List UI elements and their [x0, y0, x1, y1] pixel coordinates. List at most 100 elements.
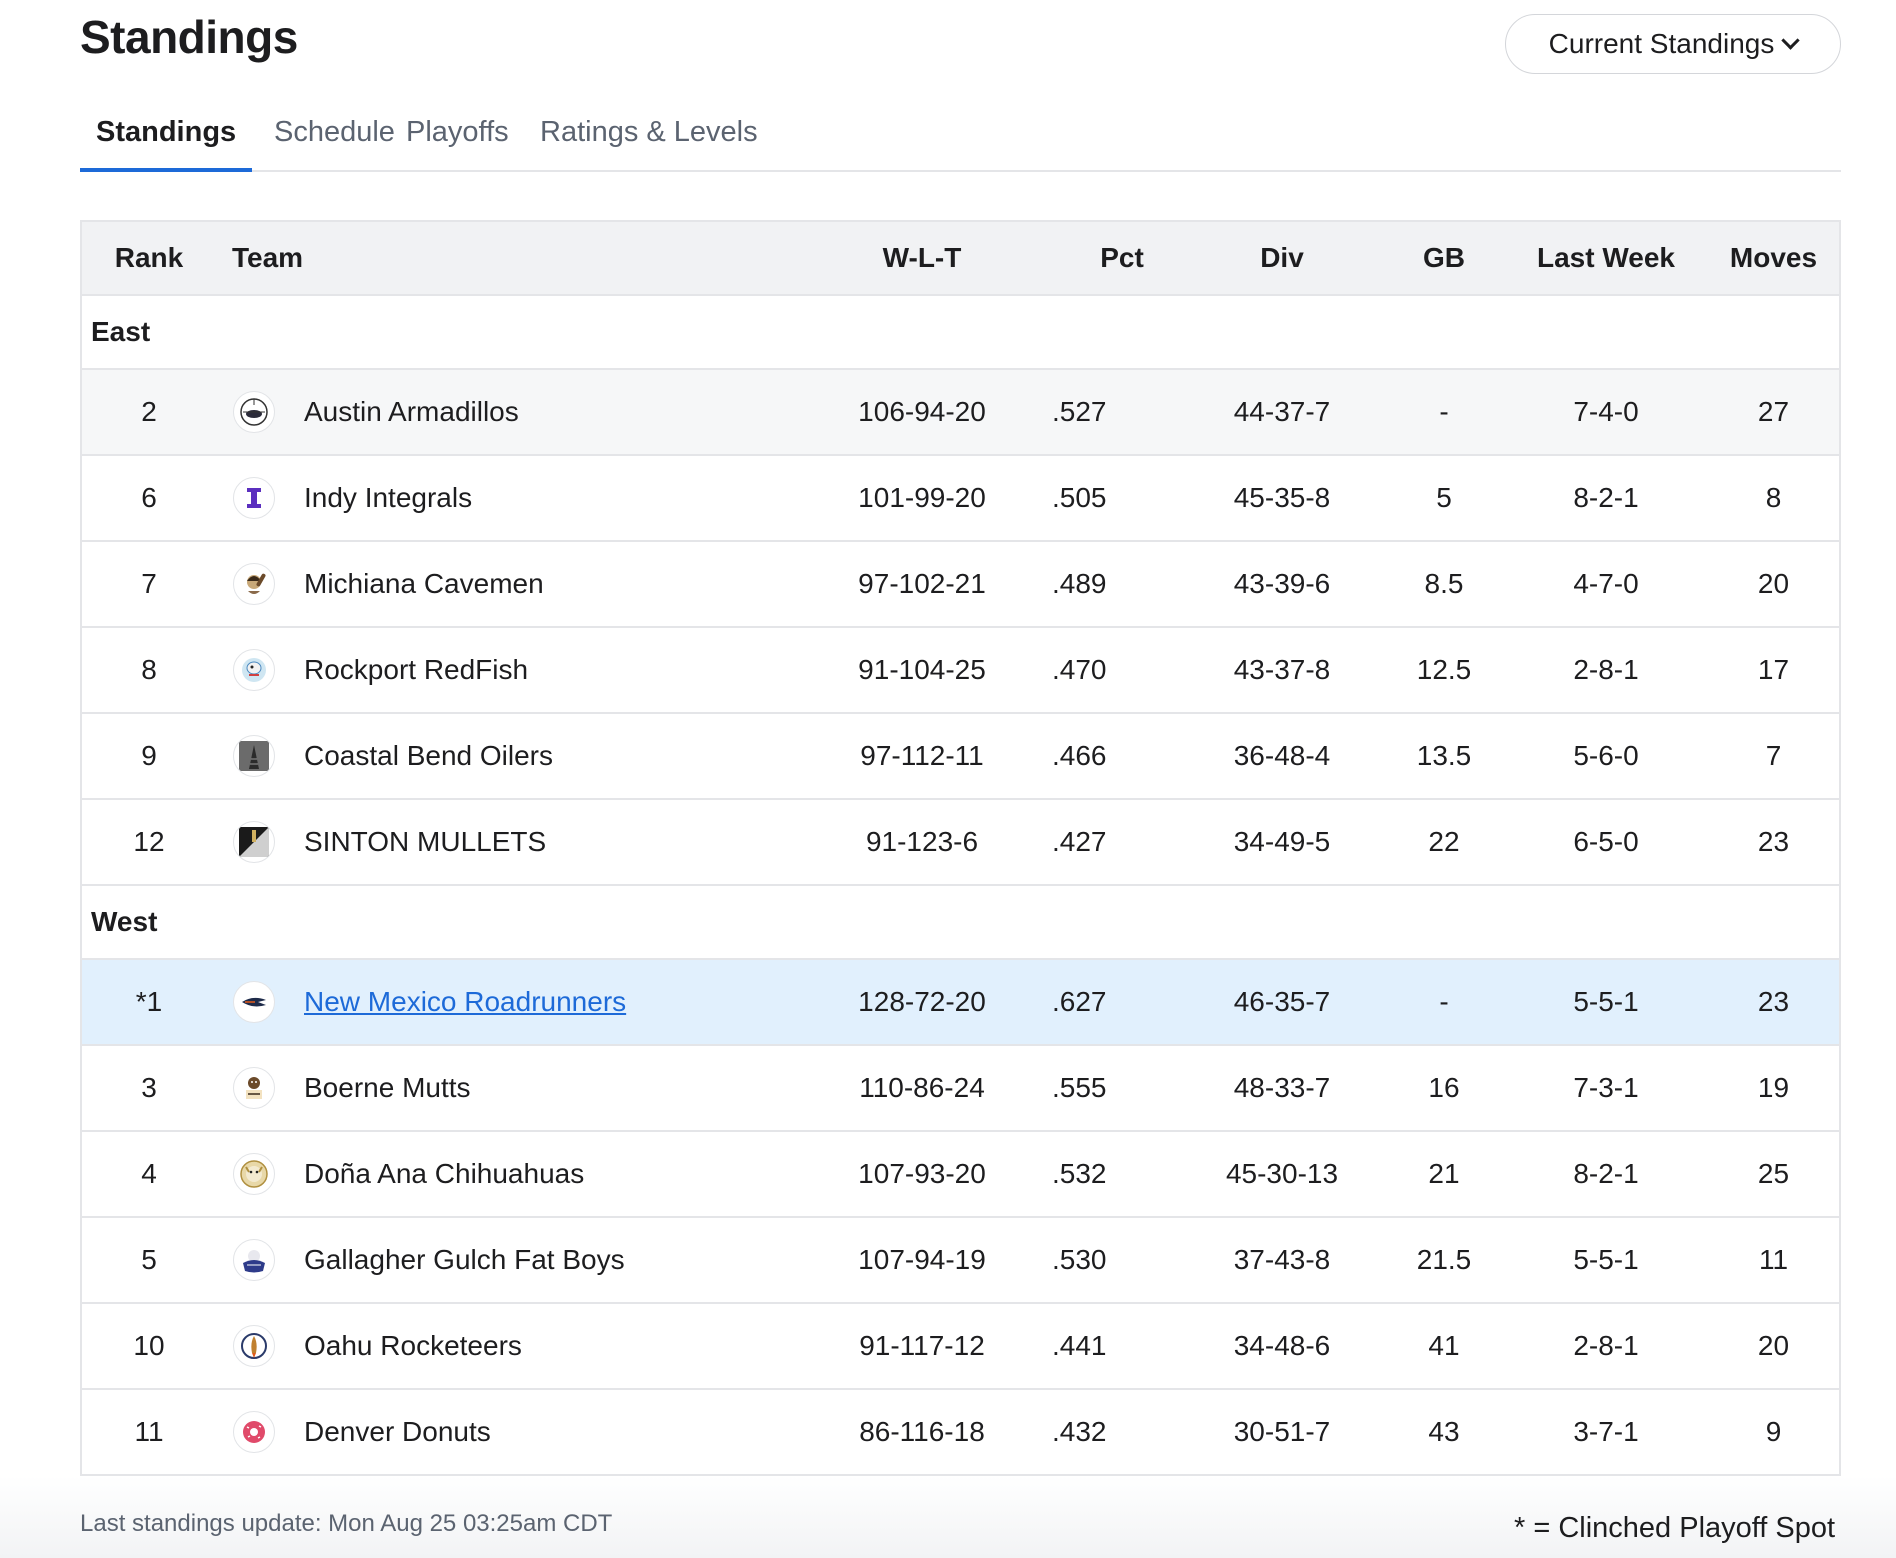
- redfish-logo-icon: [233, 649, 275, 691]
- footer-bar: [0, 1476, 1896, 1558]
- games-back-cell: 21.5: [1416, 1244, 1472, 1275]
- clinched-legend: * = Clinched Playoff Spot: [1514, 1512, 1836, 1544]
- div-record-cell: 30-51-7: [1233, 1416, 1331, 1447]
- standings-view-dropdown[interactable]: Current Standings: [1505, 14, 1841, 74]
- table-row[interactable]: 12 SINTON MULLETS 91-123-6 .427 34-49-5 22 6-5…: [82, 800, 1839, 886]
- team-name: Denver Donuts: [304, 1416, 491, 1447]
- column-header-div[interactable]: Div: [1260, 242, 1304, 273]
- games-back-cell: 8.5: [1424, 568, 1464, 599]
- games-back-cell: 13.5: [1416, 740, 1472, 771]
- team-cell: Michiana Cavemen: [304, 542, 864, 626]
- team-name: Indy Integrals: [304, 482, 473, 513]
- games-back-cell: 5: [1436, 482, 1452, 513]
- division-label: East: [91, 316, 151, 347]
- pct-cell: .505: [1052, 482, 1107, 513]
- last-week-cell: 2-8-1: [1573, 1330, 1639, 1361]
- games-back-cell: 16: [1428, 1072, 1460, 1103]
- column-header-wlt[interactable]: W-L-T: [882, 242, 962, 273]
- div-record-cell: 48-33-7: [1233, 1072, 1331, 1103]
- column-header-gb[interactable]: GB: [1423, 242, 1465, 273]
- games-back-cell: -: [1439, 986, 1449, 1017]
- pct-cell: .489: [1052, 568, 1107, 599]
- team-name: SINTON MULLETS: [304, 826, 547, 857]
- table-row[interactable]: 10 Oahu Rocketeers 91-117-12 .441 34-48-6 41 2…: [82, 1304, 1839, 1390]
- team-logo-cell: [232, 370, 276, 454]
- last-week-cell: 2-8-1: [1573, 654, 1639, 685]
- last-week-cell: 5-5-1: [1573, 1244, 1639, 1275]
- team-name: Doña Ana Chihuahuas: [304, 1158, 585, 1189]
- column-header-pct[interactable]: Pct: [1100, 242, 1144, 273]
- table-body: East 2 Austin Armadillos 106-94-20.527 44-37…: [82, 296, 1839, 1476]
- rank-cell: 3: [141, 1072, 157, 1103]
- table-row[interactable]: 4 Doña Ana Chihuahuas 107-93-20 .532 45-30-1…: [82, 1132, 1839, 1218]
- table-row[interactable]: 5 Gallagher Gulch Fat Boys 107-94-19 .530 37…: [82, 1218, 1839, 1304]
- moves-cell: 11: [1758, 1244, 1789, 1275]
- team-name: Boerne Mutts: [304, 1072, 471, 1103]
- team-logo-cell: [232, 714, 276, 798]
- team-name: Coastal Bend Oilers: [304, 740, 554, 771]
- table-row[interactable]: 8 Rockport RedFish 91-104-25 .470 43-37-8 12.…: [82, 628, 1839, 714]
- team-name: Austin Armadillos: [304, 396, 519, 427]
- moves-cell: 20: [1757, 1330, 1790, 1361]
- last-week-cell: 7-4-0: [1573, 396, 1639, 427]
- division-header-west: West: [82, 886, 1839, 960]
- rank-cell: 10: [133, 1330, 165, 1361]
- tab-standings[interactable]: Standings: [80, 116, 253, 172]
- rank-cell: 4: [141, 1158, 157, 1189]
- team-cell: Coastal Bend Oilers: [304, 714, 864, 798]
- rank-cell: 12: [133, 826, 165, 857]
- div-record-cell: 34-48-6: [1233, 1330, 1331, 1361]
- team-name: Oahu Rocketeers: [304, 1330, 522, 1361]
- table-row[interactable]: 9 Coastal Bend Oilers 97-112-11 .466 36-48-4…: [82, 714, 1839, 800]
- table-row[interactable]: 7 Michiana Cavemen 97-102-21 .489 43-39-6 8.5…: [82, 542, 1839, 628]
- moves-cell: 7: [1765, 740, 1782, 771]
- donut-logo-icon: [233, 1411, 275, 1453]
- dropdown-label: Current Standings: [1548, 28, 1775, 59]
- last-week-cell: 5-5-1: [1573, 986, 1639, 1017]
- pct-cell: .470: [1052, 654, 1107, 685]
- table-row[interactable]: 11 Denver Donuts 86-116-18 .432 30-51-7 43 3-7…: [82, 1390, 1839, 1476]
- pct-cell: .555: [1052, 1072, 1107, 1103]
- pct-cell: .532: [1052, 1158, 1107, 1189]
- wlt-cell: 128-72-20: [858, 986, 986, 1017]
- last-week-cell: 3-7-1: [1573, 1416, 1639, 1447]
- team-cell: Boerne Mutts: [304, 1046, 864, 1130]
- last-week-cell: 4-7-0: [1573, 568, 1639, 599]
- column-header-moves[interactable]: Moves: [1729, 242, 1818, 273]
- tab-playoffs[interactable]: Playoffs: [406, 116, 509, 148]
- moves-cell: 25: [1757, 1158, 1790, 1189]
- team-logo-cell: [232, 628, 276, 712]
- rank-cell: 2: [141, 396, 157, 427]
- rank-cell: 6: [141, 482, 157, 513]
- tab-bar: Standings Schedule Playoffs Ratings & Le…: [80, 108, 1841, 172]
- pct-cell: .527: [1052, 396, 1107, 427]
- table-row[interactable]: 2 Austin Armadillos 106-94-20 .527 44-37-7 - 7…: [82, 370, 1839, 456]
- rank-cell: 9: [141, 740, 157, 771]
- wlt-cell: 106-94-20: [858, 396, 986, 427]
- team-cell: New Mexico Roadrunners: [304, 960, 864, 1044]
- division-header-east: East: [82, 296, 1839, 370]
- tab-schedule[interactable]: Schedule: [274, 116, 395, 148]
- team-cell: Rockport RedFish: [304, 628, 864, 712]
- column-header-rank[interactable]: Rank: [114, 242, 184, 273]
- table-row[interactable]: 6 Indy Integrals 101-99-20 .505 45-35-8 5 8-2-…: [82, 456, 1839, 542]
- team-cell: Gallagher Gulch Fat Boys: [304, 1218, 864, 1302]
- division-label: West: [91, 906, 158, 937]
- table-row[interactable]: 3 Boerne Mutts 110-86-24 .555 48-33-7 16 7-3-1…: [82, 1046, 1839, 1132]
- last-week-cell: 6-5-0: [1573, 826, 1639, 857]
- fatboy-logo-icon: [233, 1239, 275, 1281]
- column-header-last-week[interactable]: Last Week: [1537, 242, 1675, 273]
- pct-cell: .432: [1052, 1416, 1107, 1447]
- moves-cell: 8: [1765, 482, 1782, 513]
- last-week-cell: 7-3-1: [1573, 1072, 1639, 1103]
- team-logo-cell: [232, 1132, 276, 1216]
- wlt-cell: 101-99-20: [858, 482, 986, 513]
- team-name-link[interactable]: New Mexico Roadrunners: [304, 986, 627, 1017]
- team-logo-cell: [232, 542, 276, 626]
- team-cell: Doña Ana Chihuahuas: [304, 1132, 864, 1216]
- team-logo-cell: [232, 800, 276, 884]
- table-row[interactable]: *1 New Mexico Roadrunners 128-72-20 .627 46-…: [82, 960, 1839, 1046]
- column-header-team[interactable]: Team: [232, 242, 304, 273]
- tab-ratings-levels[interactable]: Ratings & Levels: [540, 116, 758, 148]
- team-logo-cell: [232, 1218, 276, 1302]
